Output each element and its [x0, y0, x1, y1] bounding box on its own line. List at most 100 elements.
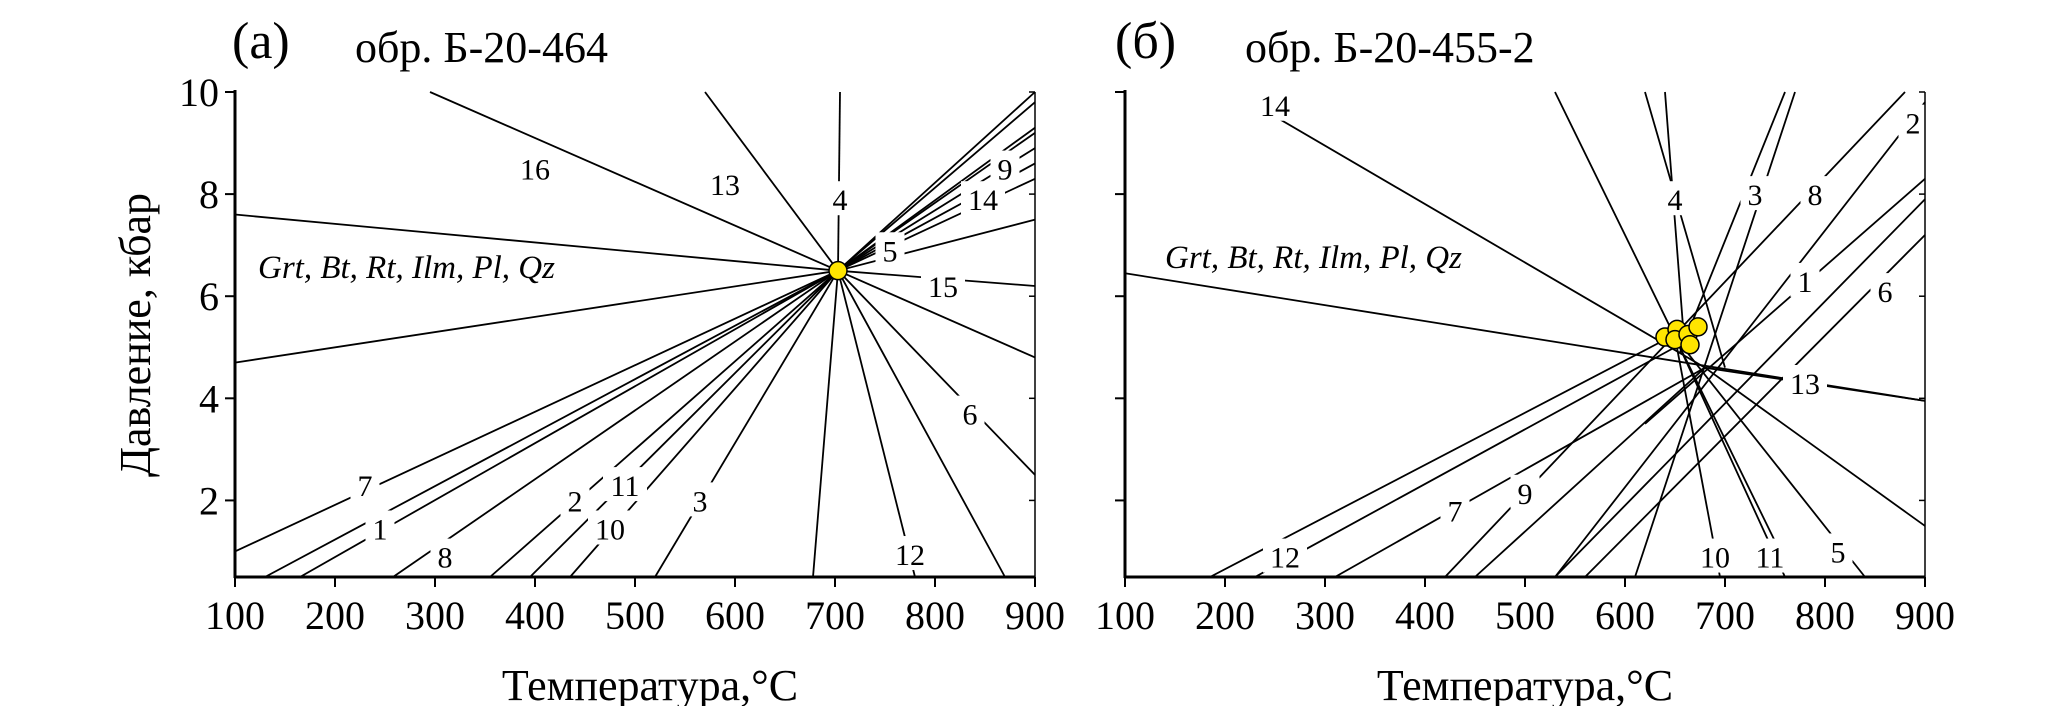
reaction-label-15: 15 [928, 271, 958, 304]
panel-a-ticks: 100 200 300 400 500 600 700 800 900 2 4 6 8 10 [179, 70, 1065, 638]
reaction-label-1: 1 [1798, 266, 1813, 299]
panel-a: (а) обр. Б-20-464 Grt, Bt, Rt, Ilm, Pl, … [179, 13, 1065, 706]
pt-estimate-point [1680, 334, 1700, 355]
reaction-line-8 [392, 269, 839, 578]
y-tick-label: 2 [199, 478, 219, 523]
reaction-line-u11 [1644, 91, 1726, 368]
x-tick-label: 300 [405, 593, 465, 638]
reaction-label-12: 12 [895, 539, 925, 572]
pt-estimate-point [828, 260, 848, 281]
panel-a-letter: (а) [232, 13, 290, 70]
reaction-label-10: 10 [1700, 542, 1730, 575]
reaction-line-11 [529, 270, 839, 578]
x-tick-label: 300 [1295, 593, 1355, 638]
reaction-label-14: 14 [1260, 90, 1290, 123]
panel-b-letter: (б) [1115, 13, 1176, 70]
reaction-label-bg [1823, 533, 1853, 568]
x-tick-label: 700 [1695, 593, 1755, 638]
reaction-label-bg [1783, 365, 1827, 399]
x-tick-label: 700 [805, 593, 865, 638]
reaction-label-6: 6 [963, 399, 978, 432]
reaction-label-bg [588, 510, 632, 545]
reaction-label-bg [1740, 176, 1770, 211]
reaction-label-bg [430, 538, 460, 573]
reaction-line-10 [1674, 336, 1721, 578]
reaction-label-9: 9 [1518, 478, 1533, 511]
reaction-label-bg [875, 232, 905, 267]
reaction-label-7: 7 [1448, 496, 1463, 529]
reaction-line-5 [837, 218, 1036, 272]
reaction-line-u18 [812, 270, 839, 578]
reaction-line-14 [1254, 103, 1706, 369]
reaction-label-5: 5 [1831, 536, 1846, 569]
reaction-label-16: 16 [520, 154, 550, 187]
panel-b-ticks: 100 200 300 400 500 600 700 800 900 [1095, 91, 1955, 638]
reaction-label-8: 8 [438, 542, 453, 575]
reaction-label-4: 4 [1668, 184, 1683, 217]
reaction-label-1: 1 [373, 514, 388, 547]
pt-estimate-point [1688, 317, 1708, 337]
reaction-label-bg [955, 395, 985, 430]
panel-b-reaction-labels: 14 13 2 8 1 6 3 4 10 11 5 12 7 9 [1253, 86, 1928, 575]
reaction-line-7 [1334, 366, 1706, 578]
y-tick-label: 6 [199, 274, 219, 319]
reaction-label-bg [1800, 176, 1830, 211]
reaction-line-1 [1644, 178, 1926, 425]
reaction-label-3: 3 [1748, 179, 1763, 212]
x-tick-label: 800 [1795, 593, 1855, 638]
x-tick-label: 100 [1095, 593, 1155, 638]
reaction-line-9 [1474, 367, 1706, 578]
reaction-line-16 [429, 91, 839, 272]
reaction-label-bg [990, 150, 1020, 185]
reaction-line-3 [654, 270, 839, 578]
panel-b-x-axis-title: Температура,°C [1377, 661, 1673, 706]
reaction-label-12: 12 [1270, 542, 1300, 575]
reaction-label-bg [1790, 262, 1820, 297]
reaction-line-4 [1664, 91, 1686, 353]
x-tick-label: 200 [305, 593, 365, 638]
x-tick-label: 400 [505, 593, 565, 638]
reaction-label-11: 11 [1756, 542, 1785, 575]
reaction-label-2: 2 [568, 485, 583, 518]
reaction-label-bg [1660, 181, 1690, 216]
reaction-line-u12 [1554, 91, 1776, 542]
reaction-label-8: 8 [1808, 179, 1823, 212]
reaction-label-bg [703, 165, 747, 200]
x-tick-label: 400 [1395, 593, 1455, 638]
x-tick-label: 900 [1895, 593, 1955, 638]
reaction-label-bg [825, 181, 855, 216]
panel-a-axes [233, 90, 1036, 579]
reaction-line-7 [234, 269, 839, 553]
panel-b-sample-title: обр. Б-20-455-2 [1245, 23, 1535, 72]
reaction-line-12 [1209, 333, 1676, 578]
reaction-line-u16 [837, 270, 1006, 578]
reaction-label-6: 6 [1878, 276, 1893, 309]
reaction-label-bg [1510, 474, 1540, 509]
reaction-label-5: 5 [883, 235, 898, 268]
x-tick-label: 500 [1495, 593, 1555, 638]
reaction-label-4: 4 [833, 184, 848, 217]
reaction-label-11: 11 [611, 470, 640, 503]
panel-a-x-axis-title: Температура,°C [502, 661, 798, 706]
y-axis-title: Давление, кбар [111, 193, 160, 477]
reaction-label-bg [365, 510, 395, 545]
x-tick-label: 600 [705, 593, 765, 638]
panel-b: (б) обр. Б-20-455-2 Grt, Bt, Rt, Ilm, Pl… [1095, 13, 1955, 706]
reaction-line-6 [1584, 234, 1926, 578]
reaction-label-bg [921, 268, 965, 302]
y-tick-label: 8 [199, 172, 219, 217]
reaction-line-6 [837, 270, 1036, 476]
reaction-label-bg [560, 482, 590, 517]
panel-a-sample-title: обр. Б-20-464 [355, 23, 608, 72]
reaction-label-bg [1263, 538, 1307, 573]
reaction-label-bg [1870, 273, 1900, 308]
reaction-label-10: 10 [595, 514, 625, 547]
reaction-line-u16 [1704, 366, 1926, 527]
reaction-line-u7 [837, 101, 1036, 272]
panel-a-points [828, 260, 848, 281]
reaction-label-9: 9 [998, 154, 1013, 187]
reaction-label-bg [350, 467, 380, 502]
reaction-line-u4 [234, 269, 839, 364]
x-tick-label: 600 [1595, 593, 1655, 638]
